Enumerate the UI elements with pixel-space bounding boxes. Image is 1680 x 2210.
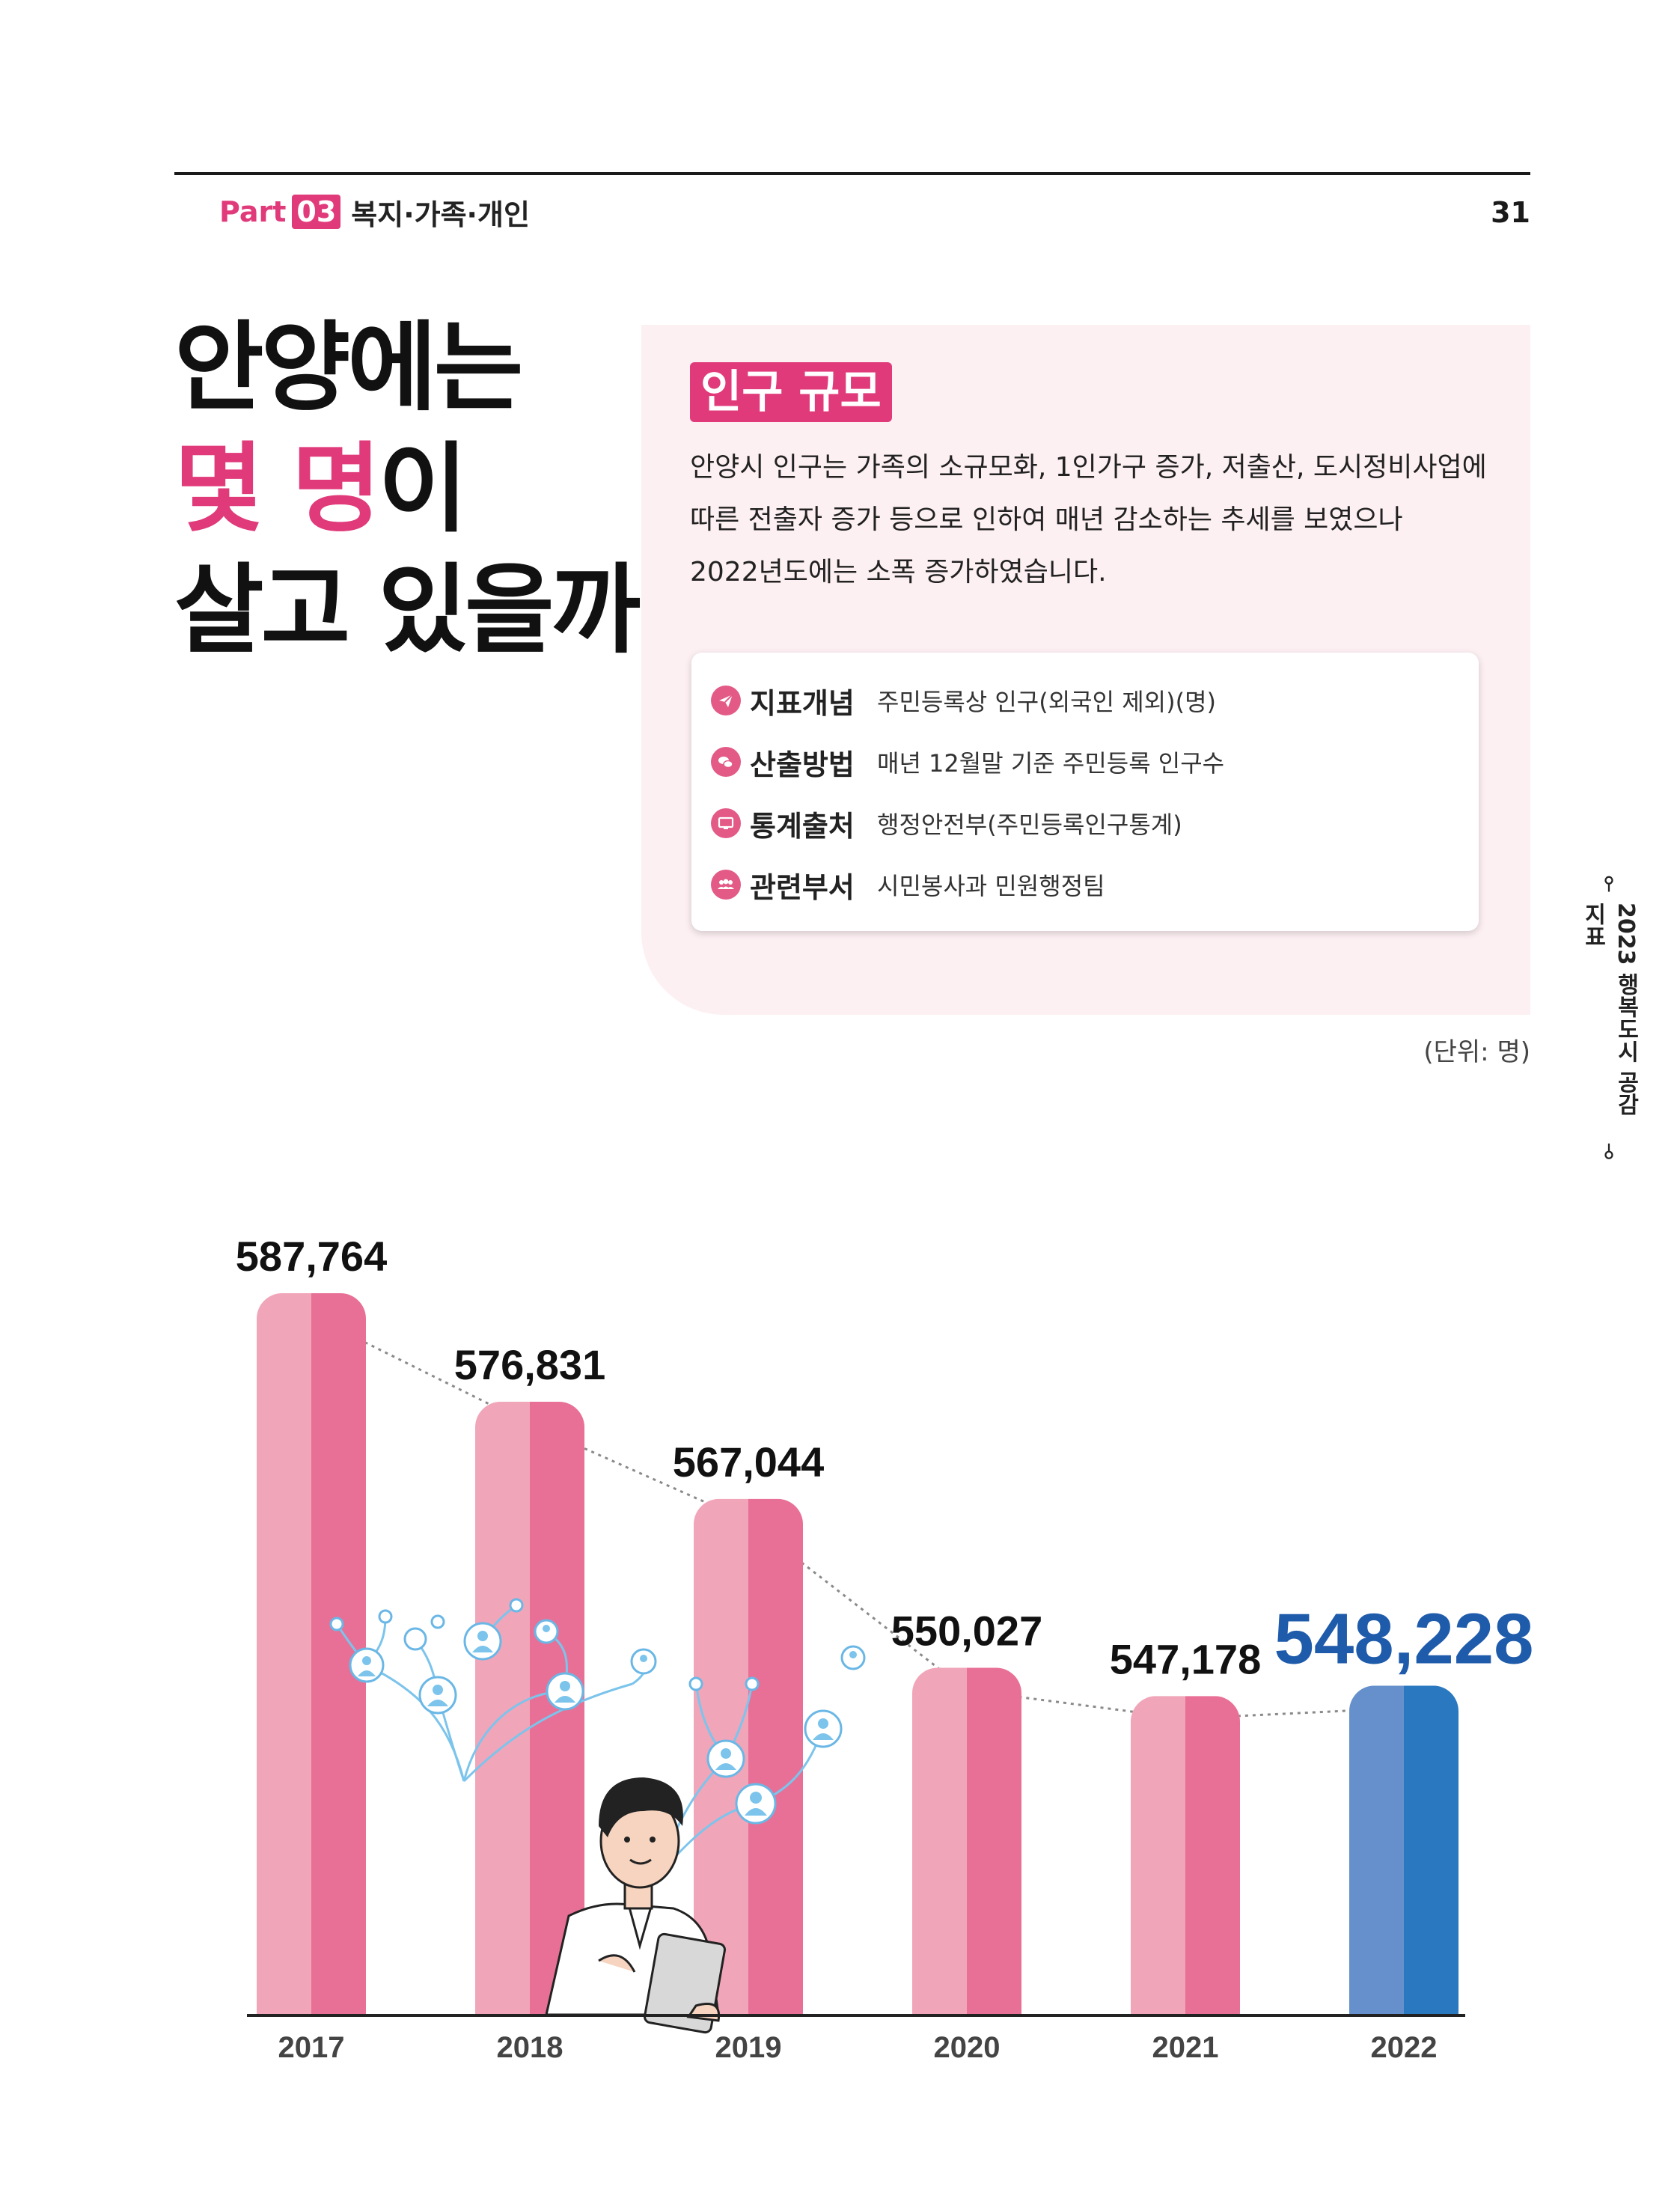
part-title: 복지·가족·개인 (351, 198, 530, 231)
headline-line2: 몇 명이 (174, 428, 691, 549)
indicator-meta-card: 지표개념 주민등록상 인구(외국인 제외)(명) 산출방법 매년 12월말 기준… (691, 653, 1479, 931)
value-label-2017: 587,764 (236, 1233, 387, 1280)
chat-bubbles-icon (711, 747, 741, 777)
monitor-icon (711, 808, 741, 838)
side-label-text: 2023 행복도시 공감지표 (1580, 902, 1639, 1115)
meta-row-concept: 지표개념 주민등록상 인구(외국인 제외)(명) (711, 678, 1216, 723)
meta-row-method: 산출방법 매년 12월말 기준 주민등록 인구수 (711, 739, 1224, 784)
intro-line: 따른 전출자 증가 등으로 인하여 매년 감소하는 추세를 보였으나 (690, 504, 1403, 535)
part-number-badge: 03 (292, 195, 341, 229)
headline-line3: 살고 있을까? (174, 553, 694, 667)
meta-row-department: 관련부서 시민봉사과 민원행정팀 (711, 862, 1105, 907)
bar-2020 (912, 1667, 1021, 2015)
meta-key: 통계출처 (750, 809, 855, 843)
x-tick-2021: 2021 (1152, 2031, 1219, 2064)
x-tick-2019: 2019 (715, 2031, 782, 2064)
meta-row-source: 통계출처 행정안전부(주민등록인구통계) (711, 801, 1182, 846)
x-tick-2022: 2022 (1371, 2031, 1438, 2064)
value-label-2018: 576,831 (454, 1341, 605, 1388)
meta-key: 관련부서 (750, 870, 855, 904)
intro-line: 안양시 인구는 가족의 소규모화, 1인가구 증가, 저출산, 도시정비사업에 (690, 452, 1487, 483)
bar-2021 (1131, 1696, 1240, 2015)
value-label-2020: 550,027 (891, 1607, 1042, 1654)
bar-2022 (1349, 1685, 1458, 2015)
top-rule (174, 172, 1530, 175)
meta-value: 행정안전부(주민등록인구통계) (877, 811, 1182, 839)
part-word: Part (219, 195, 287, 228)
headline-line2-rest: 이 (378, 432, 468, 546)
pin-icon (1604, 1144, 1613, 1160)
meta-value: 시민봉사과 민원행정팀 (877, 872, 1105, 900)
x-tick-2017: 2017 (278, 2031, 345, 2064)
meta-key: 지표개념 (750, 686, 855, 720)
population-bar-chart: 587,764 2017 576,831 2018 567,044 2019 550,027… (236, 1233, 1534, 2064)
intro-text: 안양시 인구는 가족의 소규모화, 1인가구 증가, 저출산, 도시정비사업에 … (690, 442, 1498, 599)
meta-key: 산출방법 (750, 748, 855, 781)
person-network-illustration (329, 1598, 866, 2034)
value-label-2021: 547,178 (1110, 1635, 1261, 1682)
meta-value: 주민등록상 인구(외국인 제외)(명) (877, 688, 1217, 716)
x-tick-2018: 2018 (497, 2031, 563, 2064)
section-badge: 인구 규모 (690, 362, 892, 422)
value-label-2019: 567,044 (673, 1438, 824, 1486)
page-number: 31 (1491, 196, 1530, 229)
value-label-2022: 548,228 (1274, 1599, 1533, 1679)
unit-label: (단위: 명) (1423, 1037, 1530, 1067)
people-group-icon (711, 870, 741, 900)
bar-2017 (257, 1293, 366, 2015)
x-tick-2020: 2020 (934, 2031, 1001, 2064)
part-header: Part 03 복지·가족·개인 (219, 193, 530, 231)
labels-layer: 587,764 2017 576,831 2018 567,044 2019 550,027… (236, 1233, 1534, 2064)
side-label: 2023 행복도시 공감지표 (1580, 876, 1639, 1160)
headline-accent: 몇 명 (174, 432, 381, 546)
meta-value: 매년 12월말 기준 주민등록 인구수 (877, 749, 1225, 778)
intro-line: 2022년도에는 소폭 증가하였습니다. (690, 557, 1107, 587)
headline-line1: 안양에는 (174, 311, 523, 424)
pin-icon (1604, 876, 1613, 892)
paper-plane-icon (711, 686, 741, 715)
headline: 안양에는 몇 명이 살고 있을까? (174, 307, 694, 671)
